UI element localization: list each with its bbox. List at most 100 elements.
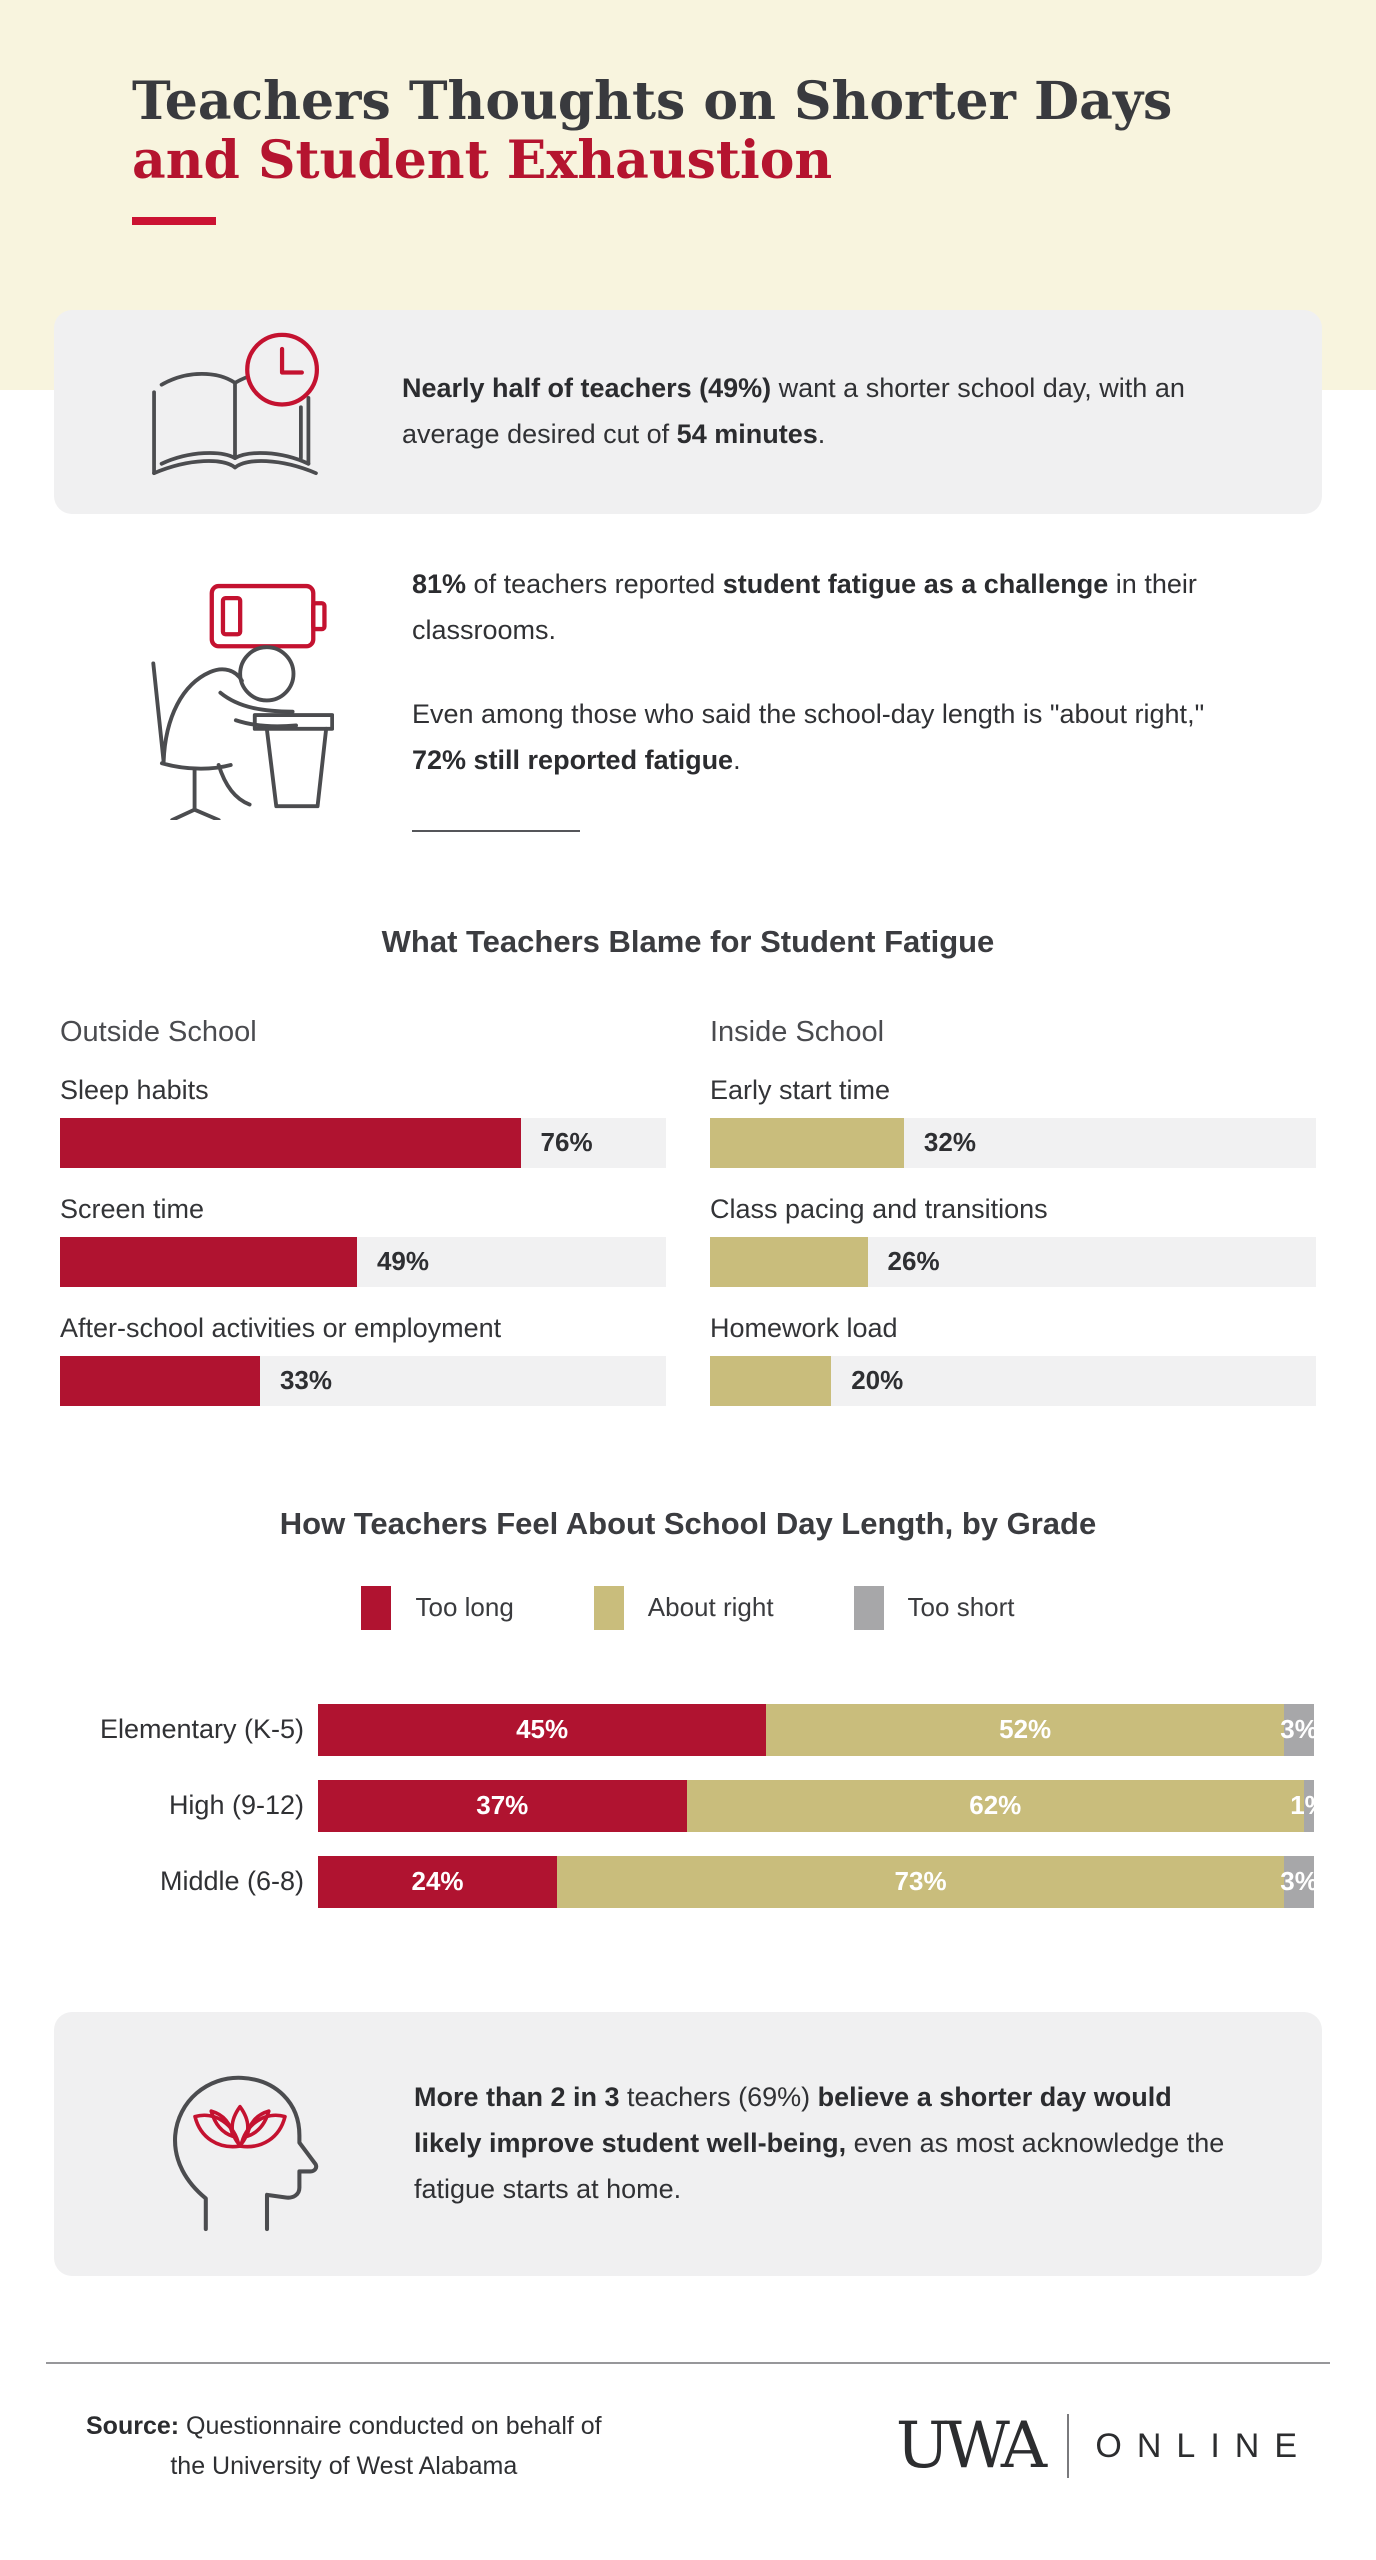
text-segment: 81% xyxy=(412,569,467,599)
bar-segment: 62% xyxy=(686,1779,1305,1832)
legend-label: Too short xyxy=(907,1592,1015,1623)
bar-label: Early start time xyxy=(710,1074,891,1105)
text-segment: 54 minutes xyxy=(676,419,818,449)
source-label: Source: xyxy=(86,2411,180,2440)
clock-icon xyxy=(245,332,319,407)
text-segment: . xyxy=(817,419,826,449)
legend-swatch xyxy=(853,1585,884,1630)
footer: Source: Questionnaire conducted on behal… xyxy=(86,2406,1312,2487)
head-profile-outline xyxy=(173,2075,319,2231)
blame-chart: Outside School Sleep habits 76% Screen time… xyxy=(60,1016,1316,1406)
grade-chart-title: How Teachers Feel About School Day Lengt… xyxy=(279,1505,1097,1541)
title-underline xyxy=(132,216,216,225)
lotus-icon xyxy=(193,2104,287,2149)
stacked-bar: 37% 62% 1% xyxy=(318,1779,1328,1832)
student-forearm xyxy=(233,718,298,729)
student-arm xyxy=(218,690,295,714)
grade-label: High (9-12) xyxy=(168,1790,304,1821)
bar-value-label: 20% xyxy=(851,1365,904,1396)
title-line-1: Teachers Thoughts on Shorter Days xyxy=(132,71,1173,132)
stat-text-fatigue-1: 81% of teachers reported student fatigue… xyxy=(412,562,1262,654)
source-line-2: the University of West Alabama xyxy=(170,2452,518,2481)
legend-label: About right xyxy=(647,1592,774,1623)
grade-row: High (9-12) 37% 62% 1% xyxy=(0,1779,1328,1832)
text-segment: Even among those who said the school-day… xyxy=(412,698,1205,729)
grade-label: Middle (6-8) xyxy=(159,1866,304,1897)
bar-segment: 3% xyxy=(1280,1855,1318,1908)
text-segment: believe a shorter day would likely impro… xyxy=(414,2081,1172,2158)
text-segment: More than 2 in 3 xyxy=(414,2081,620,2112)
book-left-page xyxy=(159,372,237,460)
bar-label: Class pacing and transitions xyxy=(710,1193,1048,1224)
column-header: Inside School xyxy=(710,1015,885,1048)
bar-value-label: 26% xyxy=(887,1246,940,1277)
bar-label: Sleep habits xyxy=(60,1074,209,1105)
student-body xyxy=(161,667,244,764)
grade-row: Elementary (K-5) 45% 52% 3% xyxy=(0,1703,1318,1756)
logo-divider xyxy=(1067,2414,1070,2479)
title-line-2: and Student Exhaustion xyxy=(132,130,833,192)
bar-row: Homework load 20% xyxy=(710,1313,1316,1406)
bar-label: Screen time xyxy=(60,1193,205,1224)
bar-row: Sleep habits 76% xyxy=(60,1075,666,1168)
column-header: Outside School xyxy=(60,1015,257,1048)
bar-segment: 45% xyxy=(318,1703,767,1756)
logo-online-text: ONLINE xyxy=(1095,2427,1312,2466)
stool-feet xyxy=(170,807,221,820)
bar-value-label: 76% xyxy=(540,1127,593,1158)
chair-back xyxy=(151,661,166,764)
bar-fill xyxy=(710,1355,832,1406)
uwa-online-logo: UWA ONLINE xyxy=(896,2414,1312,2479)
grade-row: Middle (6-8) 24% 73% 3% xyxy=(0,1855,1318,1908)
bar-segment: 3% xyxy=(1280,1703,1318,1756)
student-head xyxy=(238,645,296,703)
stat-text-wellbeing: More than 2 in 3 teachers (69%) believe … xyxy=(414,2075,1234,2213)
bar-row: After-school activities or employment 33% xyxy=(60,1313,666,1406)
bar-fill xyxy=(710,1117,904,1168)
bar-value-label: 33% xyxy=(279,1365,333,1396)
blame-column: Outside School Sleep habits 76% Screen time… xyxy=(60,1016,666,1406)
grade-chart: Elementary (K-5) 45% 52% 3% High (9-12) 37% 62… xyxy=(0,1703,1328,1908)
stat-section-fatigue: 81% of teachers reported student fatigue… xyxy=(136,562,1322,832)
divider-line xyxy=(412,829,580,832)
bar-segment: 52% xyxy=(766,1703,1285,1756)
text-segment: student fatigue as a challenge xyxy=(722,569,1109,599)
text-segment: . xyxy=(733,744,741,775)
grade-label: Elementary (K-5) xyxy=(99,1714,304,1745)
text-segment: of teachers reported xyxy=(466,569,723,599)
stacked-bar: 45% 52% 3% xyxy=(318,1703,1318,1756)
bar-segment: 73% xyxy=(557,1855,1285,1908)
text-segment: in their classrooms. xyxy=(412,569,1197,645)
text-segment: even as most acknowledge the fatigue sta… xyxy=(414,2127,1225,2204)
bar-track: 26% xyxy=(710,1236,1316,1287)
book-cover-bottom xyxy=(152,459,318,476)
bar-track: 49% xyxy=(60,1236,666,1287)
head-lotus-icon xyxy=(150,2056,330,2232)
page-title: Teachers Thoughts on Shorter Days and St… xyxy=(132,72,1376,191)
bar-segment: 24% xyxy=(318,1855,558,1908)
bar-fill xyxy=(710,1236,868,1287)
stat-text-shorter-day: Nearly half of teachers (49%) want a sho… xyxy=(402,366,1222,458)
legend-item: Too short xyxy=(853,1585,1015,1630)
bar-track: 20% xyxy=(710,1355,1316,1406)
stacked-bar: 24% 73% 3% xyxy=(318,1855,1318,1908)
bar-row: Screen time 49% xyxy=(60,1194,666,1287)
bar-fill xyxy=(60,1117,521,1168)
footer-divider xyxy=(46,2361,1330,2364)
student-leg xyxy=(216,763,252,807)
bar-label: After-school activities or employment xyxy=(60,1312,502,1343)
chart-legend: Too long About right Too short xyxy=(0,1585,1376,1630)
text-segment: Nearly half of teachers (49%) xyxy=(402,373,772,404)
bar-fill xyxy=(60,1355,260,1406)
blame-chart-title: What Teachers Blame for Student Fatigue xyxy=(381,923,995,959)
bar-row: Class pacing and transitions 26% xyxy=(710,1194,1316,1287)
legend-swatch xyxy=(593,1585,624,1630)
stat-box-wellbeing: More than 2 in 3 teachers (69%) believe … xyxy=(54,2011,1322,2276)
bar-track: 33% xyxy=(60,1355,666,1406)
source-line-1: Questionnaire conducted on behalf of xyxy=(179,2411,602,2440)
legend-swatch xyxy=(361,1585,392,1630)
book-clock-icon xyxy=(140,332,330,492)
bar-fill xyxy=(60,1236,357,1287)
bar-row: Early start time 32% xyxy=(710,1075,1316,1168)
